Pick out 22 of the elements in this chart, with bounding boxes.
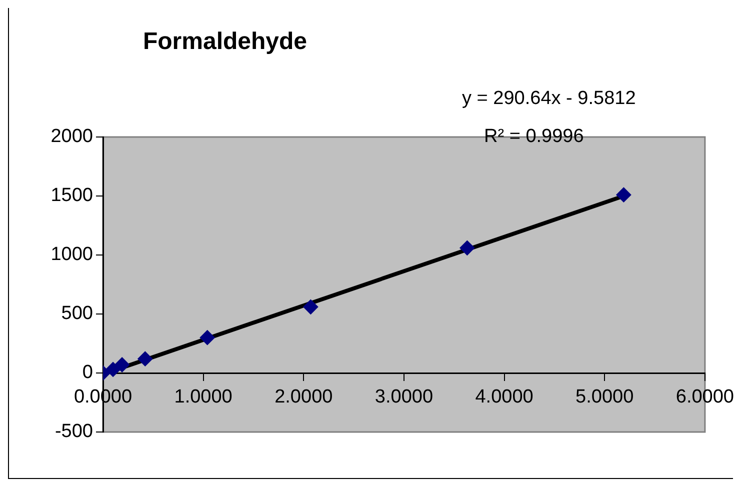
point bbox=[114, 357, 130, 372]
y-tick-label: -500 bbox=[54, 421, 93, 442]
y-tick-label: 1500 bbox=[50, 185, 93, 206]
x-tick-label: 2.0000 bbox=[274, 386, 333, 408]
y-tick-label: 1000 bbox=[50, 244, 93, 266]
point bbox=[460, 240, 475, 256]
point bbox=[200, 330, 215, 346]
y-tick-label: 2000 bbox=[50, 126, 93, 148]
point bbox=[138, 351, 153, 366]
x-tick-label: 5.0000 bbox=[576, 386, 634, 408]
x-tick-label: 1.0000 bbox=[174, 386, 232, 408]
chart-title: Formaldehyde bbox=[142, 28, 308, 56]
point bbox=[616, 187, 632, 202]
x-tick-label: 4.0000 bbox=[475, 386, 534, 408]
point bbox=[303, 299, 318, 314]
y-tick-label: 500 bbox=[61, 303, 93, 324]
text: y = 290.64x - 9.5812 bbox=[462, 88, 636, 110]
x-tick-label: 3.0000 bbox=[374, 386, 434, 408]
x-tick-label: 6.0000 bbox=[676, 386, 734, 408]
point bbox=[106, 362, 121, 377]
annotation: R² = 0.9996 bbox=[484, 126, 584, 148]
y-tick-label: 0 bbox=[82, 362, 93, 384]
